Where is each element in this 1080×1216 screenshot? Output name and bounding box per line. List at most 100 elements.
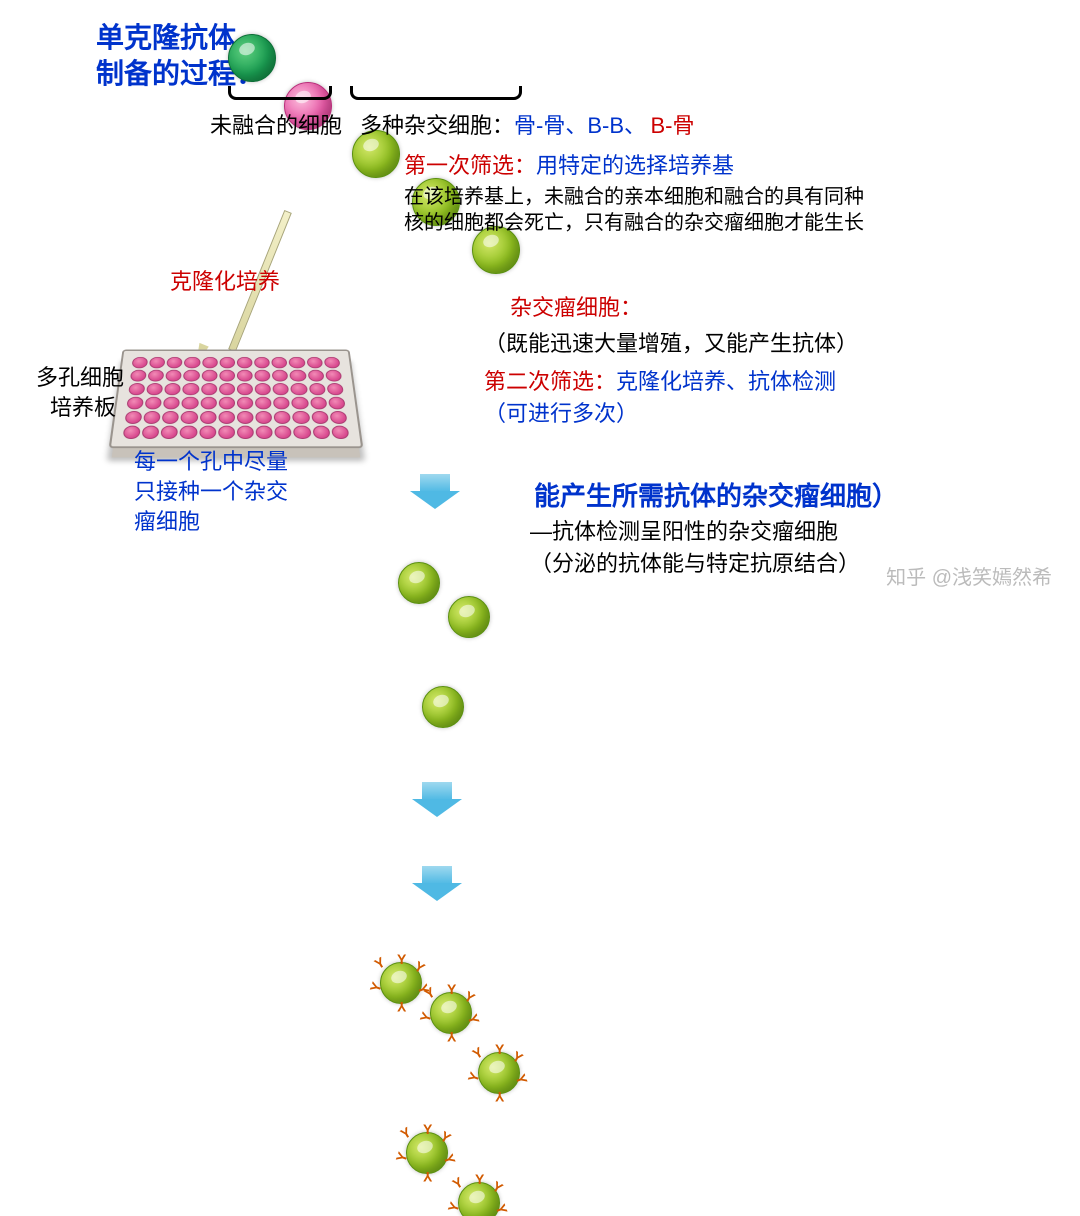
plate-well <box>201 383 217 395</box>
plate-well <box>124 411 142 424</box>
well-plate <box>116 336 356 456</box>
plate-well <box>218 411 235 424</box>
plate-note3: 瘤细胞 <box>134 504 200 536</box>
plate-well <box>148 370 165 382</box>
plate-note1: 每一个孔中尽量 <box>134 444 288 476</box>
result-desc2: （分泌的抗体能与特定抗原结合） <box>530 546 860 578</box>
hybrid-prefix: 多种杂交细胞： <box>360 113 514 138</box>
plate-well <box>254 357 270 368</box>
plate-well <box>291 383 308 395</box>
hybrid-red: B-骨 <box>650 113 694 138</box>
cell-antibody-producing: YYYYYY <box>458 1182 500 1216</box>
plate-well <box>219 357 235 368</box>
plate-well <box>218 426 235 439</box>
plate-well <box>219 383 235 395</box>
plate-well <box>219 397 235 409</box>
screen1-desc2: 核的细胞都会死亡，只有融合的杂交瘤细胞才能生长 <box>404 206 864 235</box>
plate-well <box>201 370 217 382</box>
plate-well <box>219 370 235 382</box>
plate-well <box>237 411 254 424</box>
plate-well <box>180 426 198 439</box>
plate-well <box>289 357 305 368</box>
arrow-2 <box>412 782 462 818</box>
screen1-label: 第一次筛选： <box>404 153 536 178</box>
plate-well <box>256 426 273 439</box>
cell-hybridoma <box>398 562 440 604</box>
plate-well <box>183 383 200 395</box>
plate-well <box>237 357 253 368</box>
plate-well <box>311 411 329 424</box>
plate-well <box>199 426 216 439</box>
result-title: 能产生所需抗体的杂交瘤细胞） <box>534 476 898 513</box>
plate-well <box>307 370 324 382</box>
screen2-label: 第二次筛选： <box>484 369 616 394</box>
hybrid-label: 多种杂交细胞：骨-骨、B-B、 B-骨 <box>360 108 695 140</box>
plate-well <box>255 370 271 382</box>
plate-label1: 多孔细胞 <box>36 360 124 392</box>
plate-well <box>182 397 199 409</box>
plate-well <box>130 370 147 382</box>
plate-well <box>128 383 145 395</box>
cell-antibody-producing: YYYYYY <box>380 962 422 1004</box>
plate-well <box>237 370 253 382</box>
cell-top <box>228 34 276 82</box>
plate-well <box>126 397 144 409</box>
plate-well <box>292 397 309 409</box>
cell-antibody-producing: YYYYYY <box>478 1052 520 1094</box>
plate-well <box>149 357 166 368</box>
screen1-method: 用特定的选择培养基 <box>536 153 734 178</box>
plate-well <box>255 411 272 424</box>
hybrid-blue: 骨-骨、B-B、 <box>514 113 646 138</box>
arrow-3 <box>412 866 462 902</box>
plate-well <box>324 357 341 368</box>
cell-hybridoma <box>422 686 464 728</box>
plate-well <box>200 411 217 424</box>
plate-well <box>255 397 272 409</box>
plate-well <box>164 383 181 395</box>
plate-well <box>306 357 323 368</box>
plate-well <box>202 357 218 368</box>
plate-well <box>272 357 288 368</box>
clone-culture-label: 克隆化培养 <box>170 264 280 296</box>
plate-well <box>162 411 180 424</box>
cell-hybridoma <box>448 596 490 638</box>
plate-well <box>161 426 179 439</box>
plate-well <box>328 397 346 409</box>
result-desc1: —抗体检测呈阳性的杂交瘤细胞 <box>530 514 838 546</box>
brace-unfused <box>228 86 332 100</box>
screen2-line: 第二次筛选：克隆化培养、抗体检测 <box>484 364 836 396</box>
plate-well <box>145 397 162 409</box>
plate-well <box>183 370 199 382</box>
plate-well <box>146 383 163 395</box>
cell-antibody-producing: YYYYYY <box>430 992 472 1034</box>
hybridoma-label: 杂交瘤细胞： <box>510 290 642 322</box>
plate-well <box>275 426 293 439</box>
screen2-method: 克隆化培养、抗体检测 <box>616 369 836 394</box>
plate-well <box>309 383 326 395</box>
brace-hybrid <box>350 86 522 100</box>
cell-antibody-producing: YYYYYY <box>406 1132 448 1174</box>
plate-well <box>255 383 271 395</box>
arrow-1 <box>410 474 460 510</box>
hybridoma-desc: （既能迅速大量增殖，又能产生抗体） <box>484 326 858 358</box>
plate-well <box>131 357 148 368</box>
plate-well <box>163 397 180 409</box>
plate-well <box>142 426 160 439</box>
plate-well <box>331 426 349 439</box>
unfused-label: 未融合的细胞 <box>210 108 342 140</box>
plate-well <box>123 426 141 439</box>
plate-well <box>312 426 330 439</box>
watermark: 知乎 @浅笑嫣然希 <box>886 561 1052 590</box>
plate-well <box>274 411 291 424</box>
plate-well <box>143 411 161 424</box>
title-line1: 单克隆抗体 <box>96 20 236 56</box>
plate-well <box>293 426 311 439</box>
plate-well <box>273 397 290 409</box>
plate-well <box>237 397 253 409</box>
plate-well <box>200 397 217 409</box>
plate-well <box>329 411 347 424</box>
plate-well <box>181 411 198 424</box>
plate-well <box>166 370 183 382</box>
plate-well <box>272 370 288 382</box>
screen1-desc1: 在该培养基上，未融合的亲本细胞和融合的具有同种 <box>404 180 864 209</box>
